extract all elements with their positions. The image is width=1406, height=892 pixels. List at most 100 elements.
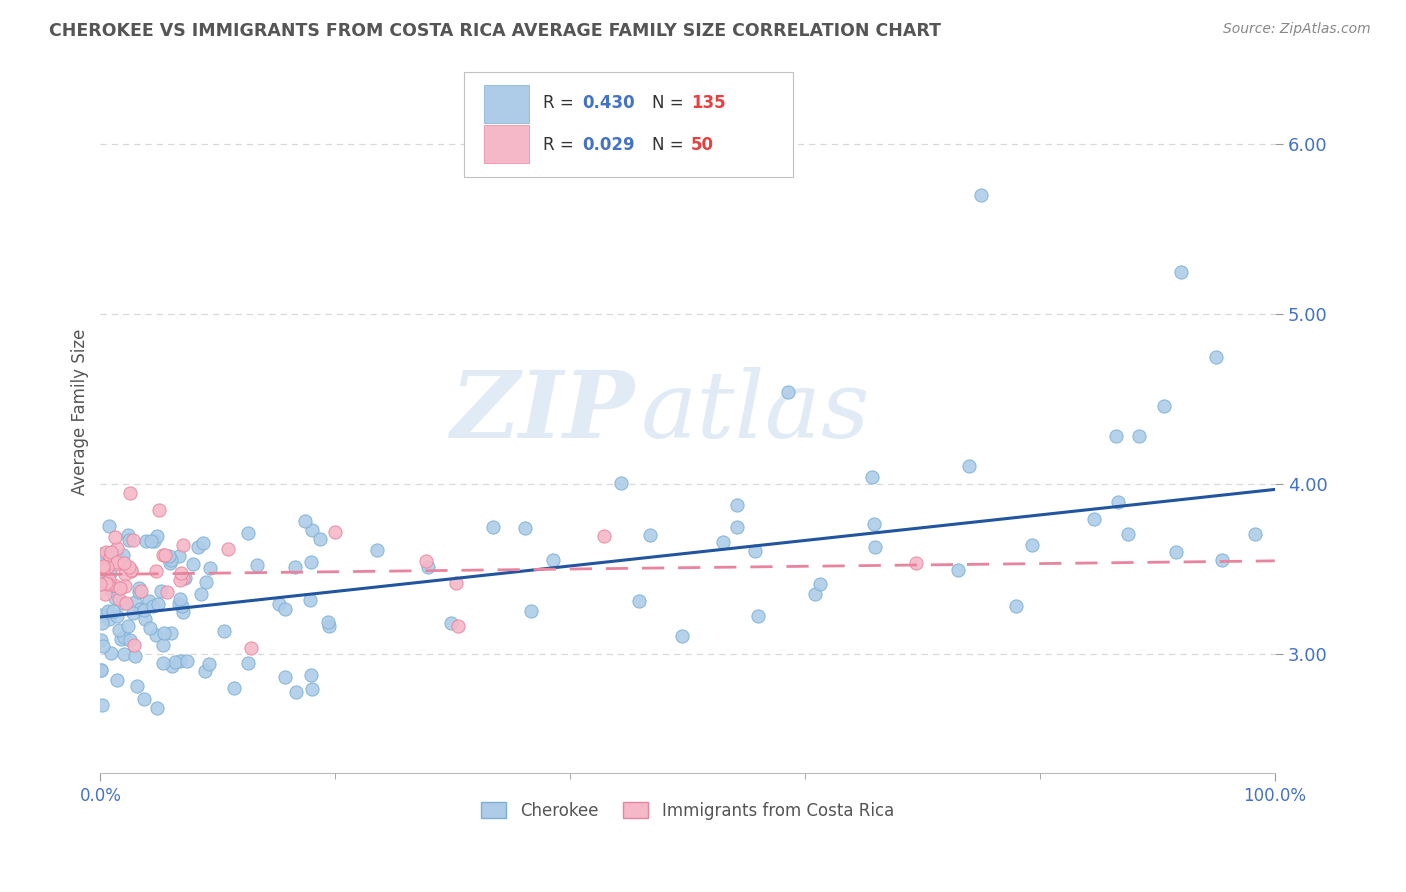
Point [627,593,650,607]
Point [135,534,157,549]
Point [1128,429,1150,443]
Point [1116,527,1139,541]
Point [159,626,181,640]
Point [111,595,134,609]
Text: N =: N = [652,136,689,154]
Point [541,552,564,566]
Point [169,574,191,588]
Point [863,517,886,532]
Point [172,605,194,619]
Point [159,556,181,570]
Point [803,587,825,601]
Point [114,579,136,593]
Point [160,553,183,567]
Point [105,555,128,569]
Point [105,541,128,555]
Point [152,657,174,671]
Point [129,602,152,616]
Point [167,549,190,564]
Text: atlas: atlas [641,367,870,457]
Point [246,558,269,572]
Point [98,566,121,581]
Point [169,592,191,607]
Point [301,681,323,696]
Point [91,698,114,712]
Point [117,619,139,633]
Point [97,612,120,626]
Point [121,533,143,547]
Text: 0.430: 0.430 [582,95,634,112]
Point [744,544,766,558]
Text: 0.029: 0.029 [582,136,634,154]
Point [124,638,146,652]
Point [110,632,132,646]
Point [93,587,115,601]
Point [725,498,748,512]
Point [117,527,139,541]
Point [299,592,322,607]
Point [100,545,122,559]
Point [103,603,125,617]
Point [318,618,340,632]
Point [240,640,263,655]
Point [274,670,297,684]
Point [446,576,468,591]
Point [198,561,221,575]
Point [808,576,831,591]
Point [190,587,212,601]
Point [118,486,141,500]
Point [124,595,146,609]
Point [142,599,165,613]
Point [94,559,117,574]
Point [1205,350,1227,364]
Point [91,558,114,573]
Point [299,668,322,682]
Point [112,648,135,662]
Point [146,529,169,543]
Point [482,520,505,534]
Point [285,685,308,699]
Point [515,521,537,535]
Point [1164,545,1187,559]
Point [267,597,290,611]
Point [104,557,127,571]
Point [121,607,143,621]
Point [176,654,198,668]
Point [747,609,769,624]
Point [104,530,127,544]
Point [105,549,128,563]
Point [217,542,239,557]
Text: CHEROKEE VS IMMIGRANTS FROM COSTA RICA AVERAGE FAMILY SIZE CORRELATION CHART: CHEROKEE VS IMMIGRANTS FROM COSTA RICA A… [49,22,941,40]
Text: R =: R = [543,136,579,154]
Point [141,534,163,549]
Point [416,560,439,574]
Point [90,548,112,562]
Point [148,503,170,517]
Text: N =: N = [652,95,689,112]
Point [90,616,112,631]
Point [146,701,169,715]
Point [90,663,112,677]
Point [170,566,193,581]
Point [118,533,141,547]
Point [127,679,149,693]
Legend: Cherokee, Immigrants from Costa Rica: Cherokee, Immigrants from Costa Rica [475,795,900,827]
Point [294,514,316,528]
FancyBboxPatch shape [464,72,793,178]
Point [90,663,112,677]
Point [128,581,150,595]
Point [152,626,174,640]
Point [323,524,346,539]
FancyBboxPatch shape [485,86,529,123]
Point [112,630,135,644]
Point [120,562,142,576]
Point [118,560,141,574]
Point [1211,552,1233,566]
FancyBboxPatch shape [485,125,529,162]
Point [159,549,181,563]
Point [194,574,217,589]
Point [238,657,260,671]
Point [145,564,167,578]
Point [90,560,112,574]
Point [153,549,176,563]
